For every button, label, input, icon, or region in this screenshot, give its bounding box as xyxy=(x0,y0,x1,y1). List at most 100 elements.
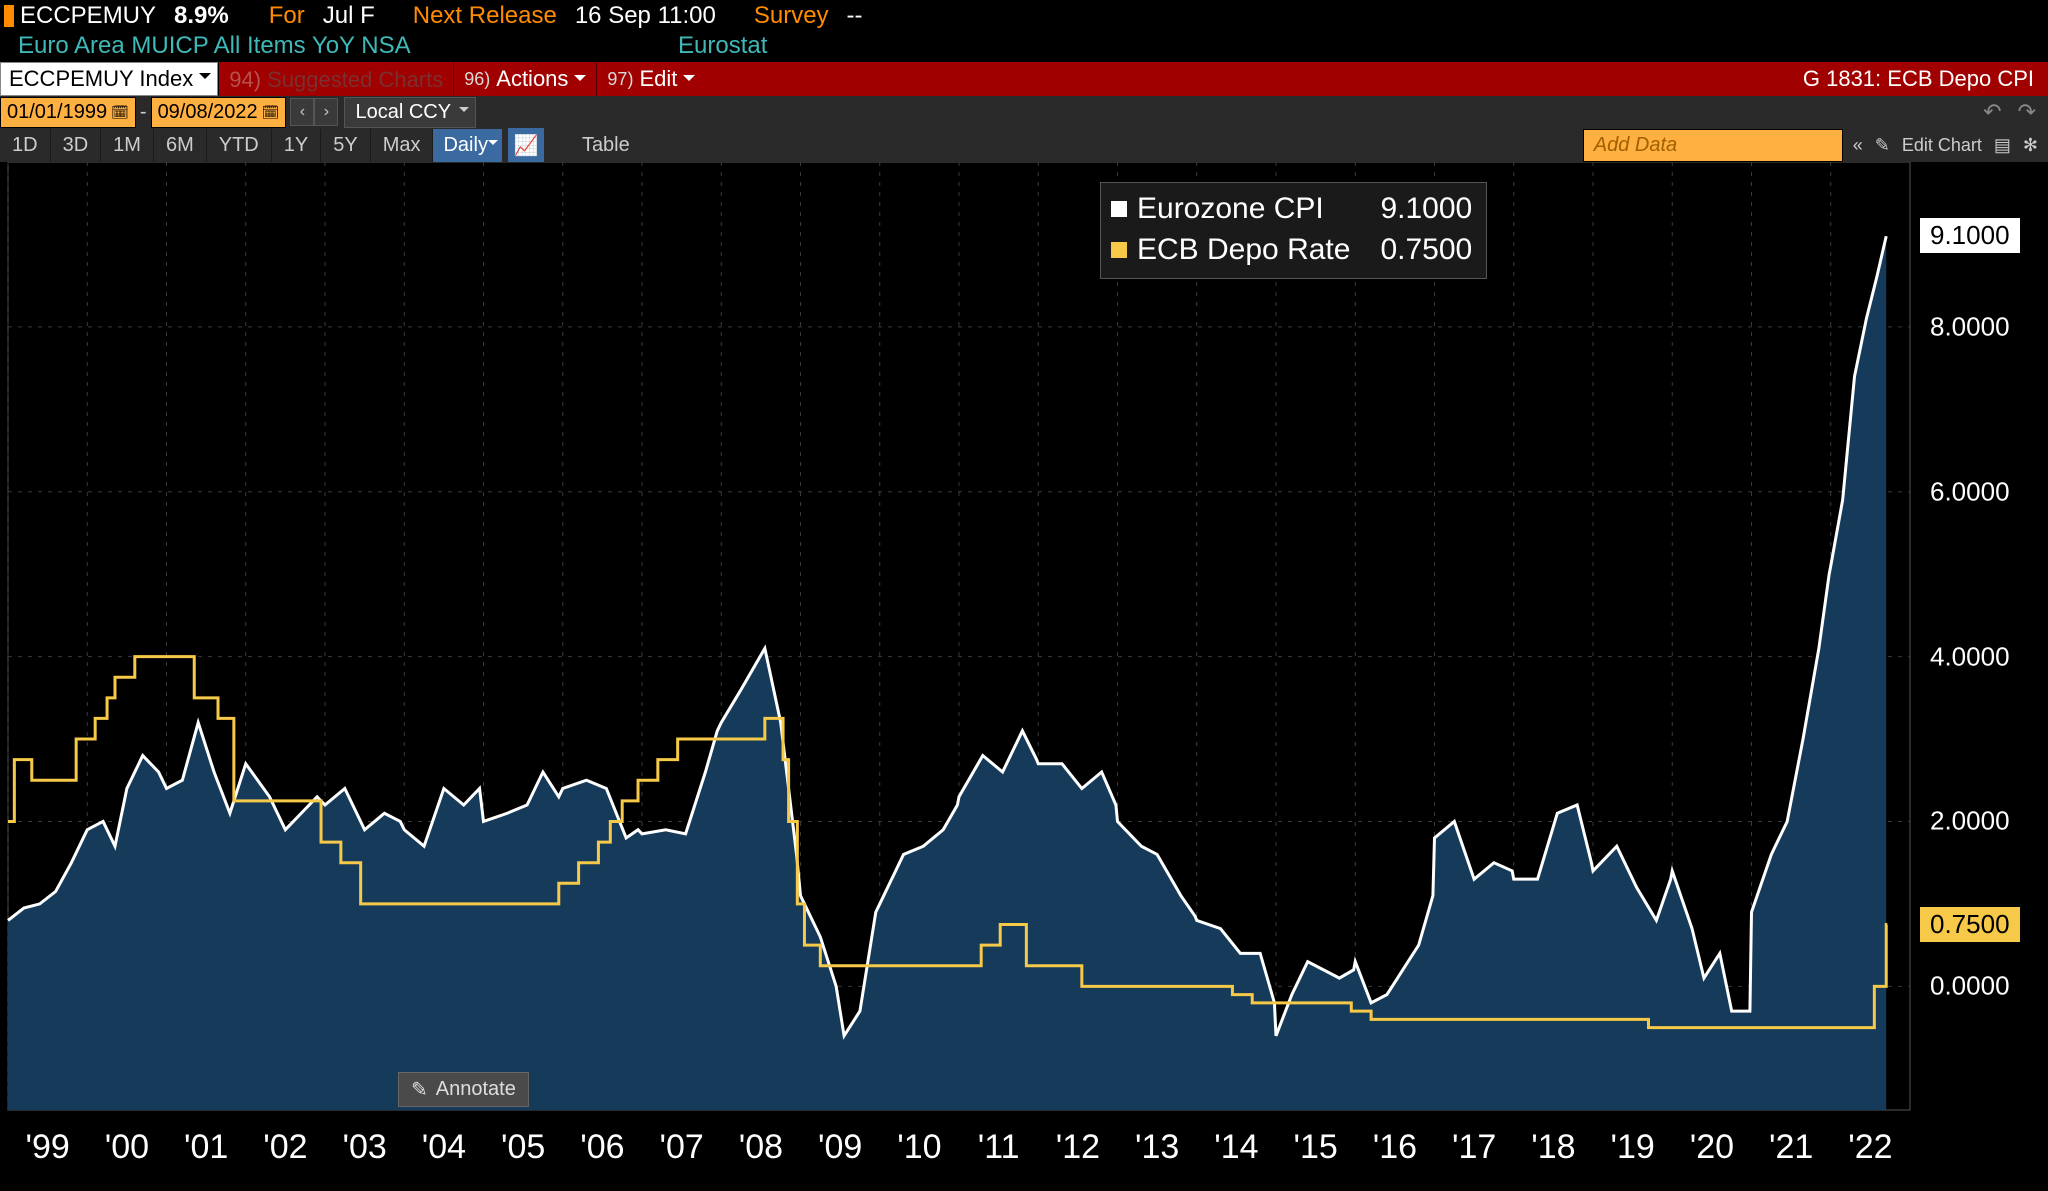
chart-svg xyxy=(0,162,2048,1175)
actions-label: Actions xyxy=(496,66,568,92)
legend-swatch xyxy=(1111,242,1127,258)
for-label: For xyxy=(269,2,305,30)
y-tick-label: 8.0000 xyxy=(1930,311,2010,342)
currency-dropdown[interactable]: Local CCY xyxy=(344,97,476,128)
legend-value: 9.1000 xyxy=(1360,189,1472,230)
x-tick-label: '11 xyxy=(978,1128,1020,1167)
date-nav-arrows: ‹ › xyxy=(290,98,338,126)
prev-button[interactable]: ‹ xyxy=(290,98,314,126)
x-tick-label: '99 xyxy=(25,1128,69,1167)
date-toolbar: 01/01/1999🗓 - 09/08/2022🗓 ‹ › Local CCY … xyxy=(0,96,2048,128)
collapse-icon[interactable]: « xyxy=(1853,135,1863,156)
description-row: Euro Area MUICP All Items YoY NSA Eurost… xyxy=(0,32,2048,62)
x-tick-label: '00 xyxy=(105,1128,149,1167)
x-tick-label: '20 xyxy=(1690,1128,1734,1167)
x-tick-label: '01 xyxy=(184,1128,228,1167)
x-tick-label: '06 xyxy=(580,1128,624,1167)
chart-area[interactable]: Eurozone CPI9.1000ECB Depo Rate0.7500 ✎ … xyxy=(0,162,2048,1175)
x-axis-labels: '99 '00 '01 '02 '03 '04 '05 '06 '07 '08 '09 '10 '11 '… xyxy=(0,1128,2048,1178)
suggested-num: 94) xyxy=(229,67,261,92)
undo-icon[interactable]: ↶ xyxy=(1979,99,2005,125)
for-value: Jul F xyxy=(323,2,375,30)
x-tick-label: '22 xyxy=(1848,1128,1892,1167)
pencil-icon: ✎ xyxy=(411,1077,428,1102)
edit-chart-icon[interactable]: ✎ xyxy=(1875,135,1890,156)
add-data-input[interactable]: Add Data xyxy=(1583,129,1843,162)
edit-num: 97) xyxy=(607,69,633,90)
next-release-label: Next Release xyxy=(413,2,557,30)
x-tick-label: '05 xyxy=(501,1128,545,1167)
x-tick-label: '09 xyxy=(818,1128,862,1167)
x-tick-label: '07 xyxy=(659,1128,703,1167)
range-5y-button[interactable]: 5Y xyxy=(321,129,370,162)
info-row: ECCPEMUY 8.9% For Jul F Next Release 16 … xyxy=(0,0,2048,32)
x-tick-label: '21 xyxy=(1769,1128,1813,1167)
survey-value: -- xyxy=(847,2,863,30)
date-to-input[interactable]: 09/08/2022🗓 xyxy=(151,97,287,128)
legend-swatch xyxy=(1111,201,1127,217)
table-button[interactable]: Table xyxy=(568,129,644,162)
edit-label: Edit xyxy=(639,66,677,92)
ticker-color-swatch xyxy=(4,5,14,27)
date-from-input[interactable]: 01/01/1999🗓 xyxy=(0,97,136,128)
price-tag: 9.1000 xyxy=(1920,218,2020,253)
x-tick-label: '12 xyxy=(1056,1128,1100,1167)
range-3d-button[interactable]: 3D xyxy=(51,129,102,162)
series-description: Euro Area MUICP All Items YoY NSA xyxy=(18,32,678,60)
layers-icon[interactable]: ▤ xyxy=(1994,135,2011,156)
ticker-symbol: ECCPEMUY xyxy=(20,2,156,30)
y-tick-label: 4.0000 xyxy=(1930,641,2010,672)
legend: Eurozone CPI 9.1000ECB Depo Rate0.7500 xyxy=(1100,182,1487,279)
x-tick-label: '02 xyxy=(263,1128,307,1167)
x-tick-label: '10 xyxy=(897,1128,941,1167)
redo-icon[interactable]: ↷ xyxy=(2014,99,2040,125)
date-from-value: 01/01/1999 xyxy=(7,101,107,124)
chevron-down-icon xyxy=(683,75,695,87)
chart-id-label: G 1831: ECB Depo CPI xyxy=(1789,62,2048,96)
legend-row: ECB Depo Rate0.7500 xyxy=(1111,230,1472,271)
settings-icon[interactable]: ✻ xyxy=(2023,135,2038,156)
chart-type-button[interactable]: 📈 xyxy=(508,128,544,163)
ticker-value: 8.9% xyxy=(174,2,229,30)
legend-label: ECB Depo Rate xyxy=(1137,230,1350,271)
annotate-label: Annotate xyxy=(436,1078,516,1101)
x-tick-label: '19 xyxy=(1610,1128,1654,1167)
range-max-button[interactable]: Max xyxy=(371,129,434,162)
date-separator: - xyxy=(136,101,151,124)
suggested-charts-button[interactable]: 94) Suggested Charts xyxy=(218,62,453,96)
range-1d-button[interactable]: 1D xyxy=(0,129,51,162)
x-tick-label: '17 xyxy=(1452,1128,1496,1167)
x-tick-label: '14 xyxy=(1214,1128,1258,1167)
x-tick-label: '04 xyxy=(422,1128,466,1167)
x-tick-label: '16 xyxy=(1373,1128,1417,1167)
command-bar: ECCPEMUY Index 94) Suggested Charts 96) … xyxy=(0,62,2048,96)
index-dropdown[interactable]: ECCPEMUY Index xyxy=(0,62,218,96)
actions-button[interactable]: 96) Actions xyxy=(453,62,596,96)
calendar-icon: 🗓 xyxy=(111,104,129,121)
chevron-down-icon xyxy=(574,75,586,87)
date-to-value: 09/08/2022 xyxy=(158,101,258,124)
range-1y-button[interactable]: 1Y xyxy=(272,129,321,162)
legend-label: Eurozone CPI xyxy=(1137,189,1324,230)
cpi-area xyxy=(8,236,1886,1110)
edit-chart-label[interactable]: Edit Chart xyxy=(1902,135,1982,156)
actions-num: 96) xyxy=(464,69,490,90)
x-tick-label: '03 xyxy=(342,1128,386,1167)
frequency-dropdown[interactable]: Daily xyxy=(433,129,501,162)
x-tick-label: '15 xyxy=(1293,1128,1337,1167)
range-1m-button[interactable]: 1M xyxy=(101,129,154,162)
edit-button[interactable]: 97) Edit xyxy=(596,62,705,96)
range-toolbar: 1D3D1M6MYTD1Y5YMax Daily 📈 Table Add Dat… xyxy=(0,128,2048,162)
x-tick-label: '18 xyxy=(1531,1128,1575,1167)
annotate-button[interactable]: ✎ Annotate xyxy=(398,1072,529,1107)
next-button[interactable]: › xyxy=(314,98,338,126)
price-tag: 0.7500 xyxy=(1920,907,2020,942)
series-source: Eurostat xyxy=(678,32,767,60)
range-ytd-button[interactable]: YTD xyxy=(207,129,272,162)
range-buttons: 1D3D1M6MYTD1Y5YMax xyxy=(0,129,433,162)
suggested-label: Suggested Charts xyxy=(267,67,443,92)
y-tick-label: 0.0000 xyxy=(1930,971,2010,1002)
x-tick-label: '08 xyxy=(739,1128,783,1167)
next-release-value: 16 Sep 11:00 xyxy=(575,2,716,30)
range-6m-button[interactable]: 6M xyxy=(154,129,207,162)
